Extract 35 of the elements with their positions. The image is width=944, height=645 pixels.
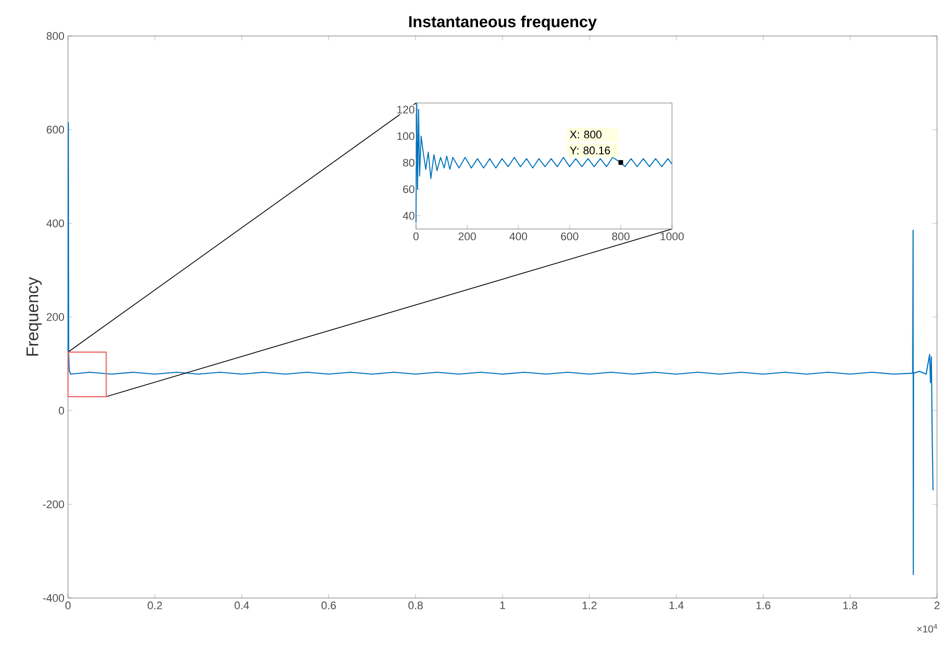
y-tick-label: 100 (397, 132, 414, 140)
x-tick-label: 200 (458, 232, 476, 240)
y-tick-label: -200 (43, 500, 64, 508)
text: ×10$^{4}$ (917, 624, 938, 633)
y-tick-label: 80 (403, 158, 414, 167)
y-tick-label: -400 (43, 594, 64, 602)
x-tick-label: 1.2 (582, 602, 596, 610)
annotation: X: 800 (570, 130, 602, 138)
y-tick-label: 200 (46, 313, 64, 321)
y-axis-title: Frequency (26, 277, 42, 356)
x-tick-label: 0.6 (322, 602, 336, 610)
annotation: Y: 80.16 (570, 146, 610, 154)
x-tick-label: 1.6 (756, 602, 770, 610)
x-tick-label: 400 (510, 232, 528, 240)
x-tick-label: 2 (934, 602, 940, 610)
line-series (416, 102, 673, 223)
line-series (67, 122, 934, 576)
chart-title: Instantaneous frequency (409, 16, 597, 30)
y-tick-label: 120 (397, 106, 414, 114)
y-tick-label: 40 (402, 212, 414, 220)
y-tick-label: 0 (58, 406, 64, 415)
y-tick-label: 800 (46, 32, 64, 40)
x-tick-label: 1.4 (670, 602, 684, 610)
x-tick-label: 800 (612, 232, 630, 240)
x-tick-label: 1 (500, 602, 506, 610)
x-tick-label: 600 (561, 232, 578, 240)
y-tick-label: 60 (403, 185, 414, 194)
y-tick-label: 600 (46, 126, 64, 134)
x-tick-label: 1000 (660, 232, 684, 240)
x-tick-label: 0 (65, 602, 71, 610)
x-tick-label: 0.2 (148, 602, 162, 610)
x-tick-label: 0.4 (234, 602, 250, 610)
x-tick-label: 1.8 (843, 602, 858, 610)
y-tick-label: 400 (46, 219, 64, 228)
x-tick-label: 0.8 (408, 602, 423, 610)
